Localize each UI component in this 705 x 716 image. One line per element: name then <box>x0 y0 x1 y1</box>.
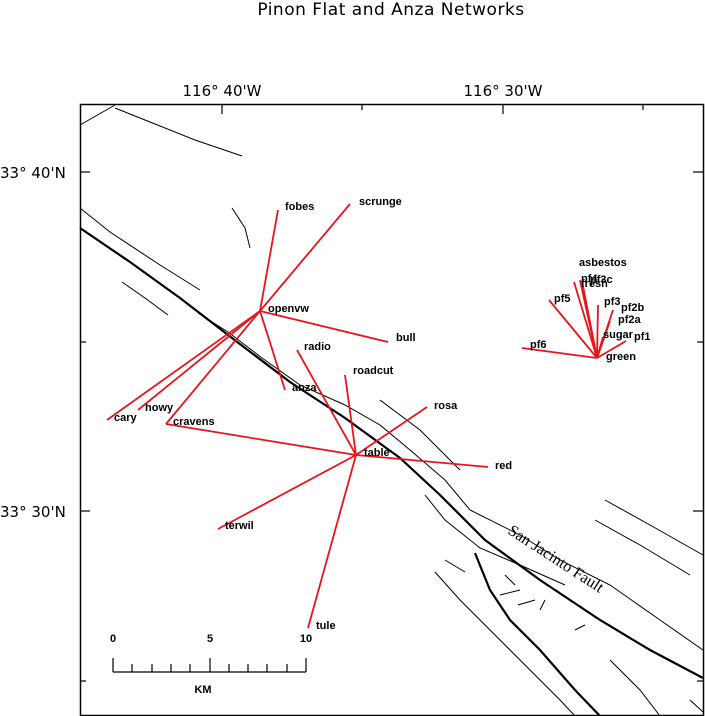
station-pf6: pf6 <box>530 339 547 351</box>
lat-tick-label-2: 33° 30'N <box>0 503 66 521</box>
fault-trace-south-main <box>473 552 601 716</box>
fault-trace-south-8 <box>539 599 546 611</box>
scale-label-10: 10 <box>300 633 312 645</box>
station-links <box>106 203 627 629</box>
station-terwil: terwil <box>225 520 254 532</box>
scale-label-0: 0 <box>110 633 116 645</box>
link-table-red <box>355 454 489 468</box>
scale-unit: KM <box>194 684 211 696</box>
fault-trace-parallel-1 <box>79 207 201 291</box>
link-openvw-fobes <box>259 209 279 312</box>
link-table-radio <box>296 349 357 456</box>
fault-trace-parallel-3 <box>197 312 704 651</box>
fault-label: San Jacinto Fault <box>505 522 607 597</box>
station-rosa: rosa <box>434 400 458 412</box>
station-anza: anza <box>292 382 317 394</box>
link-openvw-cary <box>106 310 261 421</box>
fault-trace-south-6 <box>499 589 521 596</box>
station-howy: howy <box>145 402 174 414</box>
link-green-pf3 <box>596 304 599 359</box>
station-scrunge: scrunge <box>359 196 402 208</box>
station-red: red <box>495 460 512 472</box>
station-labels: fobes scrunge openvw bull radio roadcut … <box>114 196 651 632</box>
fault-trace-parallel-2 <box>121 281 169 316</box>
station-pf1: pf1 <box>634 331 651 343</box>
link-green-pf1 <box>596 340 627 359</box>
station-table: table <box>364 447 390 459</box>
station-radio: radio <box>304 341 331 353</box>
fault-trace-south-2 <box>434 571 576 716</box>
link-table-cravens <box>165 423 357 456</box>
link-openvw-cravens <box>165 310 261 425</box>
station-pf3: pf3 <box>604 296 621 308</box>
link-green-fresh <box>582 285 598 359</box>
station-pf5: pf5 <box>554 293 571 305</box>
station-green: green <box>606 351 636 363</box>
link-table-rosa <box>355 406 428 456</box>
station-cravens: cravens <box>173 416 215 428</box>
fault-trace-south-7 <box>517 599 536 606</box>
fault-trace-north-2 <box>114 107 243 157</box>
fault-traces <box>79 104 704 716</box>
link-openvw-howy <box>137 310 261 411</box>
fault-trace-south-9 <box>574 624 586 631</box>
link-openvw-bull <box>259 310 389 343</box>
fault-trace-southeast-2 <box>604 499 704 556</box>
station-pf4: pf4 <box>581 273 598 285</box>
fault-trace-south-10 <box>689 699 704 713</box>
san-jacinto-fault-main <box>79 227 704 679</box>
map-title: Pinon Flat and Anza Networks <box>257 0 524 20</box>
station-pf2b: pf2b <box>621 302 645 314</box>
station-tule: tule <box>316 620 336 632</box>
fault-trace-south-3 <box>444 559 466 573</box>
station-cary: cary <box>114 412 138 424</box>
fault-trace-parallel-4 <box>231 207 251 249</box>
station-pf3c: pf3c <box>590 274 613 286</box>
station-fresh: fresh <box>581 278 608 290</box>
fault-trace-south-4 <box>609 659 661 716</box>
fault-trace-parallel-5 <box>379 399 461 471</box>
station-fobes: fobes <box>285 201 314 213</box>
frame-ticks <box>80 104 703 682</box>
link-openvw-scrunge <box>259 203 351 312</box>
link-openvw-anza <box>259 310 286 391</box>
link-green-pf5 <box>548 299 598 359</box>
station-pf2a: pf2a <box>618 314 642 326</box>
station-asbestos: asbestos <box>579 257 627 269</box>
station-bull: bull <box>396 332 416 344</box>
fault-trace-north-1 <box>79 104 116 126</box>
scale-label-5: 5 <box>207 633 213 645</box>
link-green-sugar <box>596 336 604 359</box>
link-table-roadcut <box>344 374 357 456</box>
scale-bar: 0 5 10 KM <box>110 633 312 696</box>
station-openvw: openvw <box>268 303 309 315</box>
link-green-pf6 <box>521 347 598 359</box>
station-sugar: sugar <box>603 329 634 341</box>
fault-trace-southeast-1 <box>424 494 566 586</box>
fault-trace-southeast-3 <box>594 519 691 576</box>
lon-tick-label-2: 116° 30'W <box>464 82 543 100</box>
lat-tick-label-1: 33° 40'N <box>0 164 66 182</box>
fault-trace-south-5 <box>504 574 516 586</box>
link-green-pf4 <box>573 281 598 359</box>
station-roadcut: roadcut <box>353 365 394 377</box>
link-table-tule <box>307 454 357 629</box>
lon-tick-label-1: 116° 40'W <box>183 82 262 100</box>
link-table-terwil <box>217 454 357 530</box>
